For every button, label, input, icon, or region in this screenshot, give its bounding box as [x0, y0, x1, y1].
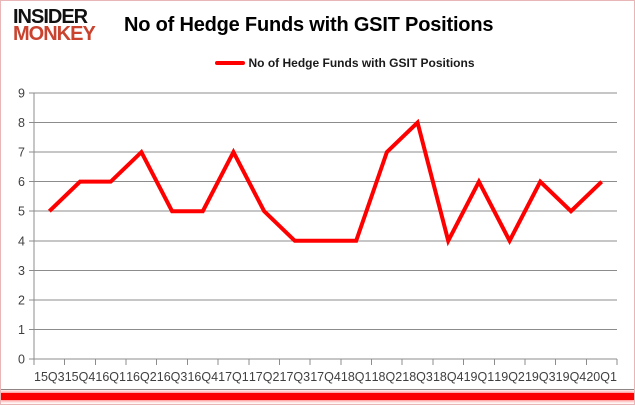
y-tick-label: 9 — [18, 87, 25, 101]
y-tick-label: 1 — [18, 323, 25, 337]
x-tick-label: 15Q4 — [65, 370, 96, 384]
x-tick-label: 17Q4 — [310, 370, 341, 384]
legend: No of Hedge Funds with GSIT Positions — [1, 55, 634, 70]
x-tick-label: 16Q1 — [95, 370, 126, 384]
logo-line-insider: INSIDER — [13, 6, 88, 28]
x-tick-label: 20Q1 — [586, 370, 617, 384]
series-line — [47, 118, 604, 247]
x-tick-label: 18Q2 — [372, 370, 403, 384]
y-tick-label: 3 — [18, 264, 25, 278]
chart-title: No of Hedge Funds with GSIT Positions — [124, 14, 494, 36]
x-tick-label: 16Q4 — [187, 370, 218, 384]
x-tick-label: 15Q3 — [34, 370, 65, 384]
x-tick-label: 17Q2 — [249, 370, 280, 384]
footer-divider-rule — [1, 389, 634, 390]
x-tick-label: 17Q3 — [280, 370, 311, 384]
y-tick-label: 4 — [18, 234, 25, 248]
x-tick-label: 19Q4 — [556, 370, 587, 384]
y-tick-label: 5 — [18, 205, 25, 219]
x-tick-label: 17Q1 — [218, 370, 249, 384]
x-tick-label: 18Q4 — [433, 370, 464, 384]
x-tick-label: 19Q1 — [464, 370, 495, 384]
x-tick-label: 16Q2 — [126, 370, 157, 384]
legend-label: No of Hedge Funds with GSIT Positions — [248, 55, 475, 70]
legend-line-swatch — [214, 60, 245, 65]
footer-red-bar — [1, 393, 634, 400]
logo-line-monkey: MONKEY — [13, 23, 96, 45]
y-tick-label: 8 — [18, 116, 25, 130]
y-tick-label: 2 — [18, 293, 25, 307]
x-tick-label: 19Q2 — [494, 370, 525, 384]
x-tick-label: 19Q3 — [525, 370, 556, 384]
x-tick-label: 16Q3 — [157, 370, 188, 384]
insider-monkey-logo: INSIDER MONKEY — [13, 6, 96, 45]
x-tick-label: 18Q1 — [341, 370, 372, 384]
y-tick-label: 6 — [18, 175, 25, 189]
y-tick-label: 7 — [18, 146, 25, 160]
x-tick-label: 18Q3 — [402, 370, 433, 384]
y-tick-label: 0 — [18, 353, 25, 367]
